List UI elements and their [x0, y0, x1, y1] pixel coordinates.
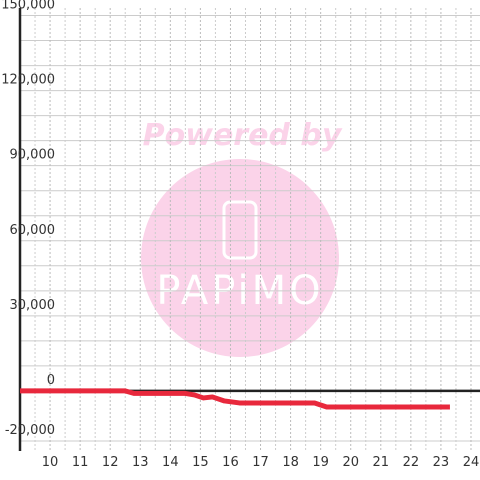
data-line [20, 388, 450, 410]
x-tick-label: 14 [162, 455, 179, 470]
y-tick-label: -20,000 [5, 423, 55, 438]
x-tick-label: 19 [312, 455, 329, 470]
y-tick-label: 90,000 [10, 148, 56, 163]
x-tick-label: 23 [433, 455, 450, 470]
y-tick-label: 60,000 [10, 223, 56, 238]
x-tick-label: 20 [342, 455, 359, 470]
watermark-icon [222, 200, 258, 260]
x-tick-label: 12 [102, 455, 119, 470]
x-tick-label: 13 [132, 455, 149, 470]
watermark-text: Powered by [143, 118, 343, 153]
y-tick-label: 120,000 [1, 73, 55, 88]
x-tick-label: 17 [252, 455, 269, 470]
x-tick-label: 15 [192, 455, 209, 470]
x-tick-label: 22 [403, 455, 420, 470]
x-tick-label: 21 [373, 455, 390, 470]
y-tick-label: 0 [47, 373, 55, 388]
x-tick-label: 10 [42, 455, 59, 470]
x-tick-label: 11 [72, 455, 89, 470]
y-tick-label: 150,000 [1, 0, 55, 13]
x-tick-label: 16 [222, 455, 239, 470]
x-tick-label: 18 [282, 455, 299, 470]
y-tick-label: 30,000 [10, 298, 56, 313]
x-tick-label: 24 [463, 455, 480, 470]
